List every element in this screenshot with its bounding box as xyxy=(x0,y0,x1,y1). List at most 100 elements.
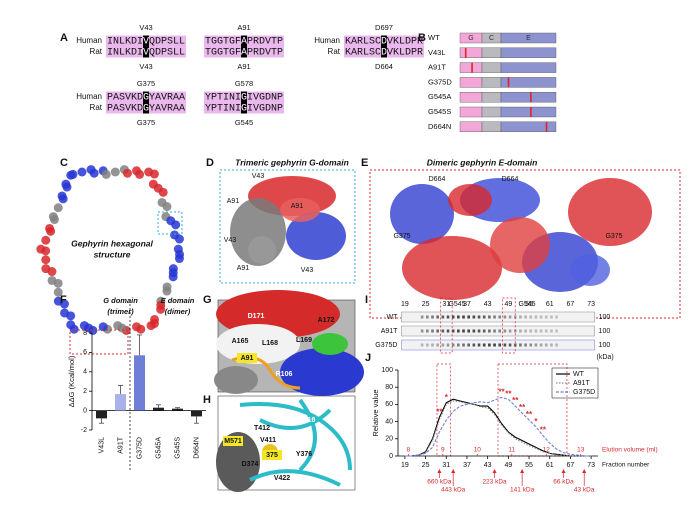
significance: ** xyxy=(540,425,547,434)
panel-label: G xyxy=(203,294,212,306)
construct-label: G545A xyxy=(428,92,451,101)
gel-band xyxy=(467,329,470,333)
protein-domain xyxy=(248,236,276,264)
protein-blob xyxy=(149,169,159,179)
site-residue: G xyxy=(241,104,247,115)
protein-domain xyxy=(448,184,492,216)
x-tick-label: 61 xyxy=(546,462,554,469)
size-marker-head xyxy=(492,469,497,473)
gel-band xyxy=(477,315,481,319)
sequence: INLKDI xyxy=(107,48,143,59)
x-tick-label: 19 xyxy=(401,462,409,469)
size-marker-label: 443 kDa xyxy=(441,487,466,494)
sequence: PRDVTP xyxy=(247,37,283,48)
site-residue: D xyxy=(381,37,387,48)
y-tick-label: 8 xyxy=(83,330,87,337)
gel-band xyxy=(555,329,558,333)
residue-label: D664 xyxy=(429,176,446,183)
surface-patch xyxy=(280,348,364,396)
site-highlight xyxy=(241,102,247,114)
size-unit: (kDa) xyxy=(597,354,614,361)
gel-band xyxy=(431,329,434,333)
y-tick-label: 4 xyxy=(83,369,87,376)
gel-band xyxy=(524,329,527,333)
gel-band xyxy=(472,329,476,333)
size-marker-label: 223 kDa xyxy=(482,479,507,486)
protein-domain xyxy=(280,198,320,222)
significance: * xyxy=(534,417,538,426)
residue-label: G375 xyxy=(605,233,622,240)
gel-band xyxy=(493,343,496,347)
x-tick-label: 73 xyxy=(587,462,595,469)
construct-label: A91T xyxy=(428,63,446,72)
domain-bar xyxy=(481,62,502,73)
y-tick-label: 0 xyxy=(389,453,393,460)
sequence: PASVKD xyxy=(107,104,143,115)
bar xyxy=(96,410,107,419)
domain-bar xyxy=(481,47,502,58)
mutation-mark xyxy=(471,62,473,73)
gel-band xyxy=(488,343,491,347)
gel-band xyxy=(431,343,434,347)
x-tick-label: 55 xyxy=(525,462,533,469)
species-label: Rat xyxy=(90,47,103,56)
gel-band xyxy=(482,343,486,347)
sequence: IVGDNP xyxy=(247,93,283,104)
sequence: INLKDI xyxy=(107,37,143,48)
residue-label: V43 xyxy=(252,173,265,180)
gel-band xyxy=(431,315,434,319)
gel-band xyxy=(508,343,512,347)
lane-label: 37 xyxy=(463,301,471,308)
lane-label: 73 xyxy=(587,301,595,308)
residue-label: A165 xyxy=(232,338,249,345)
sequence: TGGTGF xyxy=(205,37,241,48)
gel-band xyxy=(420,329,424,333)
species-label: Human xyxy=(76,92,102,101)
significance: ** xyxy=(526,410,533,419)
gel-band xyxy=(462,343,465,347)
ribbon xyxy=(298,398,317,472)
residue-label: V43 xyxy=(224,237,237,244)
residue-label: G375 xyxy=(137,118,155,127)
site-residue: D xyxy=(381,48,387,59)
gel-band xyxy=(457,329,460,333)
domain-bar xyxy=(481,91,502,103)
residue-label: L168 xyxy=(262,340,278,347)
gel-band xyxy=(426,329,429,333)
gel-band xyxy=(539,329,543,333)
gel-band xyxy=(467,315,470,319)
mutation-mark xyxy=(507,77,510,88)
y-tick-label: 60 xyxy=(385,401,393,408)
legend-label: WT xyxy=(573,371,585,378)
protein-blob xyxy=(158,187,168,197)
protein-blob xyxy=(98,322,108,332)
protein-blob xyxy=(135,169,145,179)
gel-band xyxy=(493,329,496,333)
size-marker-head xyxy=(437,469,442,473)
x2-tick-label: 10 xyxy=(474,447,482,454)
gel-band xyxy=(482,329,486,333)
gel-band xyxy=(498,315,502,319)
gel-band xyxy=(446,343,450,347)
group-label: G domain xyxy=(103,296,138,305)
gel-band xyxy=(513,343,517,347)
x-tick-label: 43 xyxy=(484,462,492,469)
size-marker-head xyxy=(451,469,456,473)
lane-label: 19 xyxy=(401,301,409,308)
gel-band xyxy=(524,315,527,319)
residue-label: A91 xyxy=(237,62,250,71)
size-marker-label: 66 kDa xyxy=(553,479,574,486)
zoom-box xyxy=(69,329,129,355)
site-residue: G xyxy=(143,93,149,104)
gel-band xyxy=(436,329,439,333)
gel-band xyxy=(493,315,496,319)
sequence: TGGTGF xyxy=(205,48,241,59)
residue-label: D664 xyxy=(375,62,393,71)
highlight-box xyxy=(440,297,453,354)
domain-bar xyxy=(459,77,483,88)
gel-band xyxy=(529,329,533,333)
site-residue: V xyxy=(143,37,149,48)
gel-band xyxy=(498,343,502,347)
gel-band xyxy=(513,315,517,319)
domain-bar xyxy=(459,106,483,118)
